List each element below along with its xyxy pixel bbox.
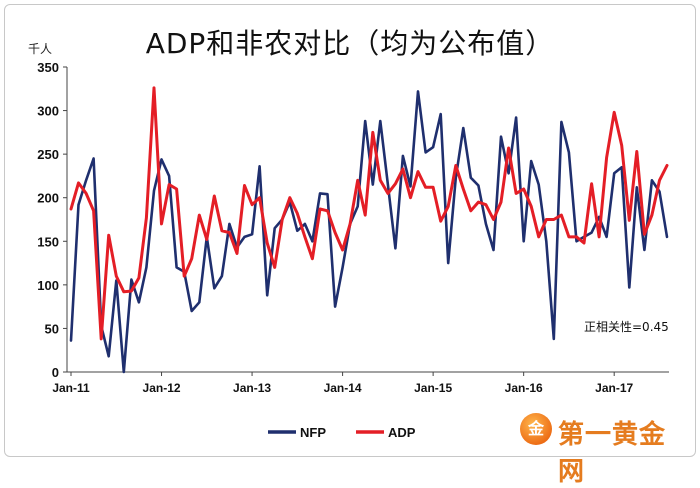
x-tick-label: Jan-13 xyxy=(233,381,271,395)
watermark-text: 第一黄金网 xyxy=(558,420,667,487)
x-tick-label: Jan-12 xyxy=(143,381,181,395)
y-axis-unit: 千人 xyxy=(28,42,53,56)
series-line-nfp xyxy=(69,90,669,374)
y-tick-label: 300 xyxy=(37,104,59,119)
y-tick-label: 100 xyxy=(37,278,59,293)
watermark-logo: 金 第一黄金网 xyxy=(520,410,690,487)
chart-series xyxy=(69,86,669,374)
y-tick-label: 350 xyxy=(37,60,59,75)
legend-label-adp: ADP xyxy=(388,425,416,440)
x-tick-label: Jan-14 xyxy=(324,381,362,395)
x-tick-label: Jan-15 xyxy=(414,381,452,395)
chart-axes: 0 50 100 150 200 250 300 350 Jan-11 Jan-12 Jan-13 J… xyxy=(37,60,669,395)
y-tick-label: 150 xyxy=(37,234,59,249)
x-tick-label: Jan-11 xyxy=(52,381,90,395)
x-tick-label: Jan-16 xyxy=(505,381,543,395)
gold-coin-icon: 金 xyxy=(520,413,552,445)
y-tick-label: 200 xyxy=(37,191,59,206)
chart-title: ADP和非农对比（均为公布值） xyxy=(145,27,555,60)
chart-legend: NFP ADP xyxy=(268,425,416,440)
series-line-adp xyxy=(69,86,669,341)
correlation-annotation: 正相关性=0.45 xyxy=(584,320,669,334)
chart-svg: 0 50 100 150 200 250 300 350 Jan-11 Jan-12 Jan-13 J… xyxy=(37,60,669,440)
legend-label-nfp: NFP xyxy=(300,425,326,440)
y-tick-label: 50 xyxy=(45,321,59,336)
y-tick-label: 250 xyxy=(37,147,59,162)
y-tick-label: 0 xyxy=(52,365,59,380)
x-tick-label: Jan-17 xyxy=(595,381,633,395)
